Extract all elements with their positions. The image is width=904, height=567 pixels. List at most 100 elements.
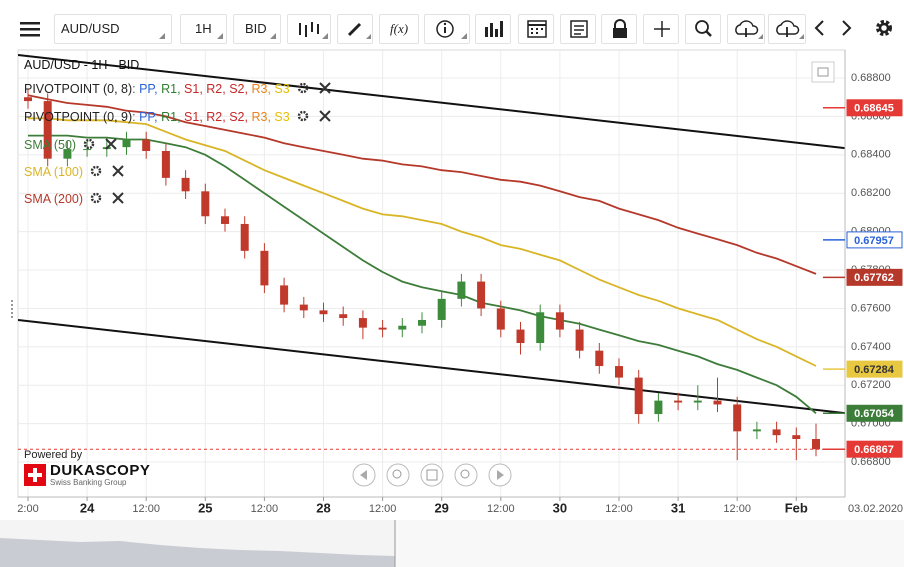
legend-label: SMA (100) — [24, 165, 84, 179]
price-flag-label: 0.67054 — [854, 408, 895, 420]
download-button[interactable] — [768, 14, 806, 44]
price-flag-label: 0.67957 — [854, 235, 894, 247]
candle-body — [260, 250, 269, 286]
indicator-part: S2, — [229, 82, 252, 96]
crosshair-icon — [654, 21, 670, 37]
candle-body — [752, 429, 761, 432]
next-button[interactable] — [834, 14, 858, 44]
x-tick-label: 29 — [434, 500, 448, 515]
indicator-part: S2, — [229, 110, 252, 124]
settings-button[interactable] — [870, 14, 898, 44]
candle-body — [319, 310, 328, 315]
legend-title: AUD/USD - 1H - BID — [24, 58, 140, 72]
candle-body — [181, 177, 190, 192]
axes: 0.668000.670000.672000.674000.676000.678… — [17, 72, 903, 515]
side-select[interactable]: BID — [233, 14, 281, 44]
legend-entry: SMA (200) — [24, 190, 129, 208]
candle-body — [812, 439, 820, 450]
x-tick-label: 24 — [80, 500, 95, 515]
candle-body — [24, 97, 32, 102]
candle-body — [339, 314, 348, 319]
navigator-area — [0, 538, 395, 567]
candle-body — [240, 223, 249, 251]
navigator-unselected — [395, 520, 904, 567]
zoom-out-button[interactable] — [386, 463, 410, 487]
draw-button[interactable] — [337, 14, 373, 44]
zoom-controls — [352, 463, 512, 487]
menu-icon — [20, 22, 40, 37]
lock-icon — [613, 19, 627, 38]
crosshair-button[interactable] — [643, 14, 679, 44]
trendline — [18, 53, 845, 150]
prev-button[interactable] — [808, 14, 832, 44]
candle-body — [280, 285, 289, 305]
price-flag-label: 0.67762 — [854, 272, 894, 284]
x-tick-label: 31 — [671, 500, 685, 515]
price-flag-label: 0.66867 — [854, 444, 894, 456]
info-button[interactable] — [424, 14, 470, 44]
legend-controls — [90, 165, 124, 177]
candle-body — [299, 304, 308, 311]
indicator-part: R3, — [251, 110, 275, 124]
indicator-part: R3, — [251, 82, 275, 96]
zoom-in-button[interactable] — [454, 463, 478, 487]
volume-button[interactable] — [475, 14, 511, 44]
close-icon — [112, 192, 124, 204]
indicator-row: PIVOTPOINT (0, 8): PP, R1, S1, R2, S2, R… — [24, 80, 336, 98]
legend-controls — [83, 138, 117, 150]
settings-icon — [876, 20, 892, 36]
upload-button[interactable] — [727, 14, 765, 44]
candle-body — [615, 366, 623, 378]
symbol-select[interactable]: AUD/USD — [54, 14, 172, 44]
legend-controls — [297, 82, 331, 94]
indicator-part: : — [132, 82, 140, 96]
dropdown-arrow — [159, 33, 165, 39]
plot-area — [17, 49, 846, 498]
price-flag-label: 0.67284 — [854, 364, 895, 376]
candle-body — [772, 429, 781, 436]
candle-body — [378, 327, 387, 330]
date-label: 03.02.2020 — [848, 503, 903, 515]
chart-type-button[interactable] — [287, 14, 331, 44]
price-flag — [846, 231, 903, 249]
logo-flag — [24, 464, 46, 486]
price-flag — [846, 440, 903, 458]
period-select[interactable]: 1H — [180, 14, 227, 44]
zoom-button[interactable] — [685, 14, 721, 44]
indicator-part: : — [132, 110, 140, 124]
indicator-part: S1, — [184, 110, 207, 124]
x-tick-label: 12:00 — [723, 503, 751, 515]
x-tick-label: Feb — [785, 500, 808, 515]
candle-body — [43, 101, 52, 159]
candle-body — [418, 319, 426, 326]
expand-button[interactable] — [811, 61, 835, 83]
price-flag — [846, 360, 903, 378]
calendar-button[interactable] — [518, 14, 554, 44]
logo-text: DUKASCOPY Swiss Banking Group — [50, 463, 150, 487]
side-text: BID — [245, 21, 267, 36]
fit-button[interactable] — [420, 463, 444, 487]
report-button[interactable] — [560, 14, 596, 44]
candles-icon — [299, 22, 328, 39]
candle-body — [575, 329, 584, 351]
legend-label: SMA (200) — [24, 192, 84, 206]
candle-body — [398, 325, 407, 330]
candle-body — [122, 139, 131, 148]
y-tick-label: 0.67200 — [851, 379, 891, 391]
candle-body — [142, 139, 151, 151]
x-tick-label: 12:00 — [487, 503, 515, 515]
download-icon — [776, 20, 804, 39]
branding: Powered by DUKASCOPY Swiss Banking Group — [24, 449, 150, 487]
settings-icon — [297, 82, 308, 94]
legend-controls — [90, 192, 124, 204]
y-tick-label: 0.68400 — [851, 149, 891, 161]
lock-button[interactable] — [601, 14, 637, 44]
sma-line — [28, 117, 817, 367]
indicator-name: PIVOTPOINT (0, 9) — [24, 110, 133, 124]
menu-button[interactable] — [10, 14, 48, 44]
function-button[interactable]: f(x) — [379, 14, 419, 44]
sma-line — [27, 94, 817, 275]
x-tick-label: 12:00 — [251, 503, 279, 515]
zoom-in-icon — [460, 469, 470, 479]
